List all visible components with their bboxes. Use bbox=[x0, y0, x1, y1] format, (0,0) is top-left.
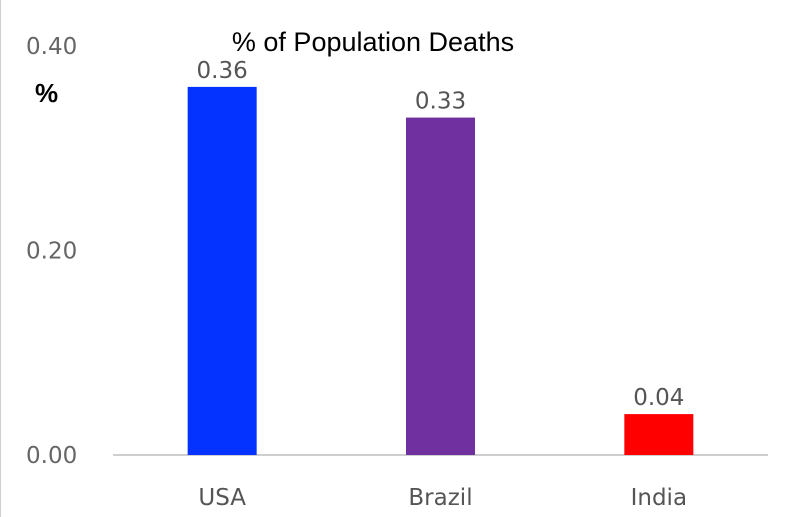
category-label-india: India bbox=[631, 485, 687, 511]
y-tick-label: 0.00 bbox=[26, 443, 77, 469]
bar-usa bbox=[187, 86, 257, 456]
data-labels: 0.36 0.33 0.04 bbox=[197, 58, 685, 411]
chart-title: % of Population Deaths bbox=[232, 27, 514, 57]
bars bbox=[187, 86, 694, 456]
data-label-usa: 0.36 bbox=[197, 58, 248, 84]
category-label-usa: USA bbox=[198, 485, 246, 511]
y-tick-label: 0.20 bbox=[26, 239, 77, 265]
data-label-brazil: 0.33 bbox=[415, 89, 466, 115]
bar-brazil bbox=[406, 117, 475, 455]
data-label-india: 0.04 bbox=[633, 385, 684, 411]
bar-india bbox=[624, 414, 694, 455]
category-label-brazil: Brazil bbox=[408, 485, 472, 511]
y-axis-ticks: 0.00 0.20 0.40 bbox=[26, 34, 77, 469]
y-axis-unit-label: % bbox=[35, 78, 58, 108]
category-labels: USA Brazil India bbox=[198, 485, 687, 511]
y-tick-label: 0.40 bbox=[26, 34, 77, 60]
